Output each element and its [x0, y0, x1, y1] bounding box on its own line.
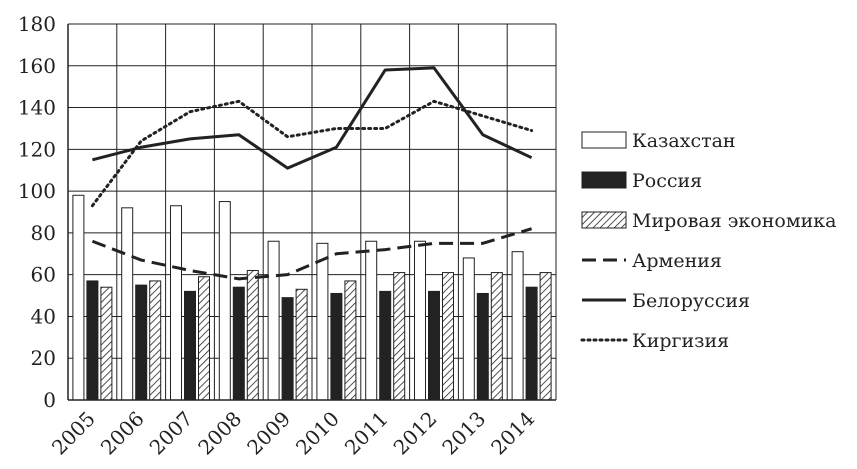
- bar-black: [232, 286, 245, 401]
- bar-white: [316, 242, 329, 401]
- y-tick-label: 80: [31, 221, 56, 245]
- bar-white: [218, 201, 231, 401]
- x-tick-label: 2007: [145, 407, 198, 460]
- y-tick-label: 120: [18, 137, 56, 161]
- bar-hatch: [295, 288, 308, 401]
- x-tick-label: 2005: [47, 407, 100, 460]
- y-tick-label: 40: [31, 304, 56, 328]
- bar-black: [379, 290, 392, 401]
- y-tick-label: 60: [31, 263, 56, 287]
- y-tick-label: 20: [31, 346, 56, 370]
- x-tick-label: 2009: [242, 407, 295, 460]
- bar-white: [72, 194, 85, 401]
- y-tick-label: 100: [18, 179, 56, 203]
- bar-white: [511, 251, 524, 401]
- bar-hatch: [490, 272, 503, 401]
- bar-black: [428, 290, 440, 401]
- y-tick-label: 0: [43, 388, 56, 412]
- legend-label: Россия: [632, 170, 702, 192]
- bar-white: [267, 240, 280, 401]
- bar-hatch: [246, 269, 259, 401]
- bar-hatch: [442, 272, 454, 401]
- y-tick-label: 160: [18, 54, 56, 78]
- y-tick-label: 140: [18, 96, 56, 120]
- legend: Казахстан Россия Мировая экономика Армения Б…: [580, 130, 836, 352]
- series-line-dotted: [90, 99, 534, 208]
- legend-label: Армения: [632, 250, 722, 272]
- bar-black: [281, 297, 294, 401]
- legend-swatch-black: [581, 171, 627, 189]
- bar-hatch: [100, 286, 113, 401]
- x-tick-label: 2012: [389, 407, 442, 460]
- legend-swatch-white: [581, 131, 627, 149]
- lines: [90, 66, 534, 281]
- bar-black: [476, 292, 489, 401]
- legend-label: Киргизия: [632, 330, 729, 352]
- x-tick-label: 2011: [340, 407, 393, 460]
- bar-black: [135, 284, 148, 401]
- bar-black: [525, 286, 538, 401]
- series-line-solid: [92, 66, 533, 170]
- bar-hatch: [149, 280, 162, 401]
- bar-white: [365, 240, 378, 401]
- y-tick-label: 180: [18, 12, 56, 36]
- bar-hatch: [198, 276, 210, 401]
- bar-black: [184, 290, 196, 401]
- bar-white: [170, 205, 182, 401]
- bar-hatch: [539, 272, 552, 401]
- x-tick-label: 2014: [486, 407, 539, 460]
- bar-white: [414, 240, 426, 401]
- legend-swatch-hatch: [581, 211, 627, 229]
- bar-white: [462, 257, 475, 401]
- bar-black: [330, 292, 343, 401]
- bar-hatch: [393, 272, 406, 401]
- bar-white: [121, 207, 134, 401]
- x-tick-label: 2013: [437, 407, 490, 460]
- legend-label: Казахстан: [632, 130, 736, 152]
- x-tick-label: 2006: [96, 407, 149, 460]
- legend-label: Белоруссия: [632, 290, 750, 312]
- x-tick-label: 2008: [193, 407, 246, 460]
- bar-hatch: [344, 280, 357, 401]
- grid: [68, 23, 556, 400]
- legend-label: Мировая экономика: [632, 210, 836, 232]
- x-tick-label: 2010: [291, 407, 344, 460]
- bar-black: [86, 280, 99, 401]
